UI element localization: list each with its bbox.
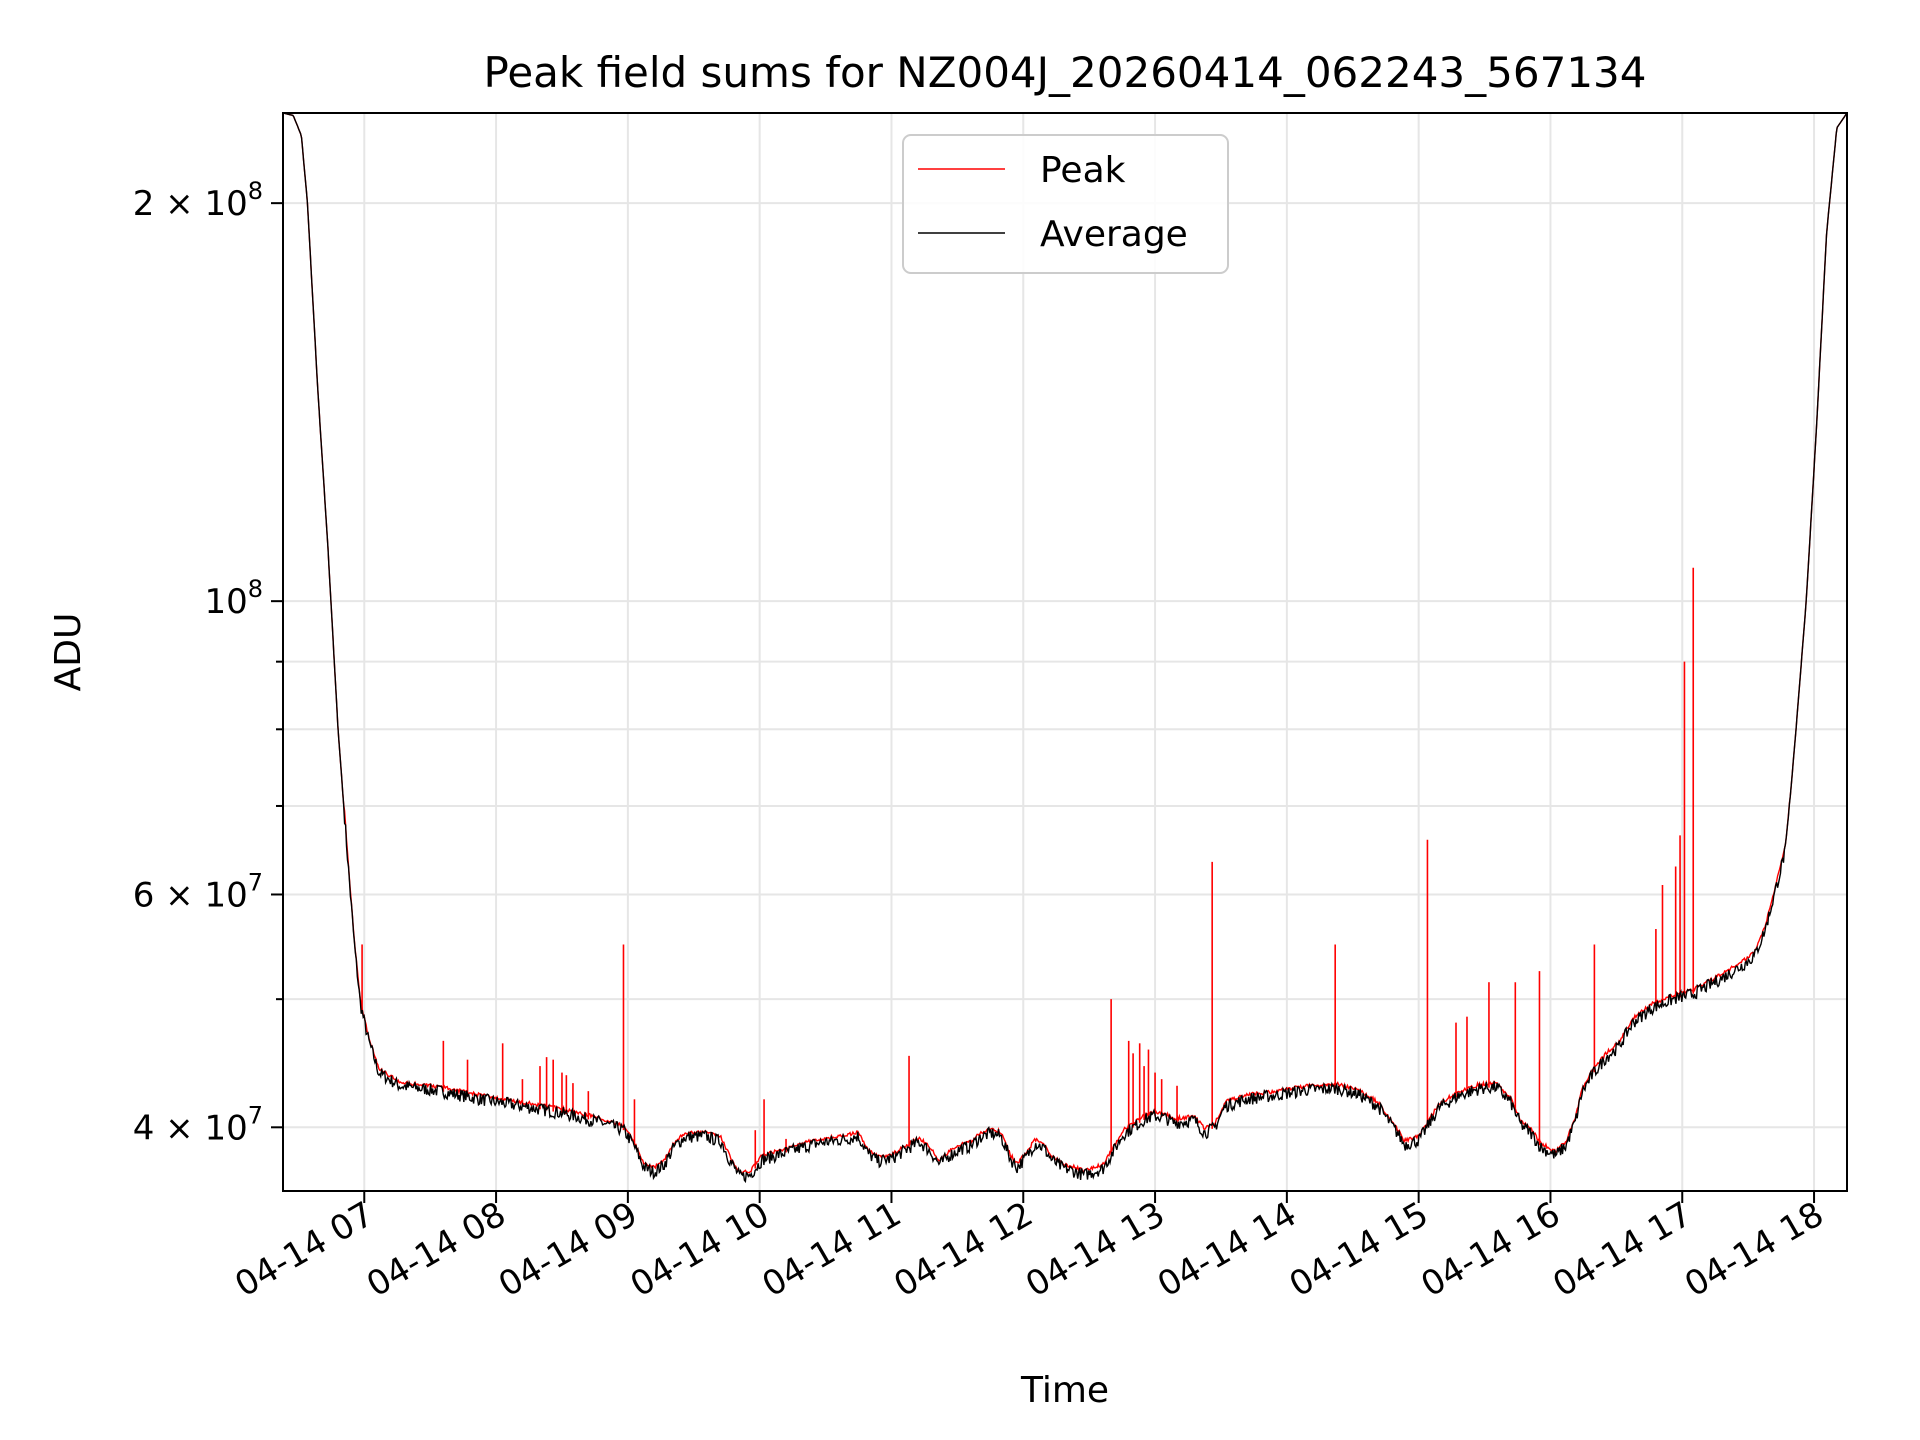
y-tick-label: 2 × 108 [133, 177, 263, 224]
legend: Peak Average [902, 134, 1229, 274]
y-axis: 4 × 107 6 × 107 108 2 × 108 [133, 177, 283, 1148]
y-tick-label: 4 × 107 [133, 1101, 263, 1148]
y-axis-label: ADU [48, 613, 89, 692]
chart-title: Peak field sums for NZ004J_20260414_0622… [484, 48, 1647, 97]
plot-frame [282, 112, 1848, 1192]
plot-area [283, 113, 1847, 1184]
y-tick-label: 6 × 107 [133, 868, 263, 915]
x-axis-label: Time [1020, 1370, 1109, 1411]
series-line-average [283, 113, 1847, 1184]
y-tick-label: 108 [204, 575, 263, 622]
legend-label-peak: Peak [1040, 150, 1126, 191]
series-layer [283, 113, 1847, 1184]
grid [283, 113, 1847, 1191]
legend-label-average: Average [1040, 214, 1188, 255]
